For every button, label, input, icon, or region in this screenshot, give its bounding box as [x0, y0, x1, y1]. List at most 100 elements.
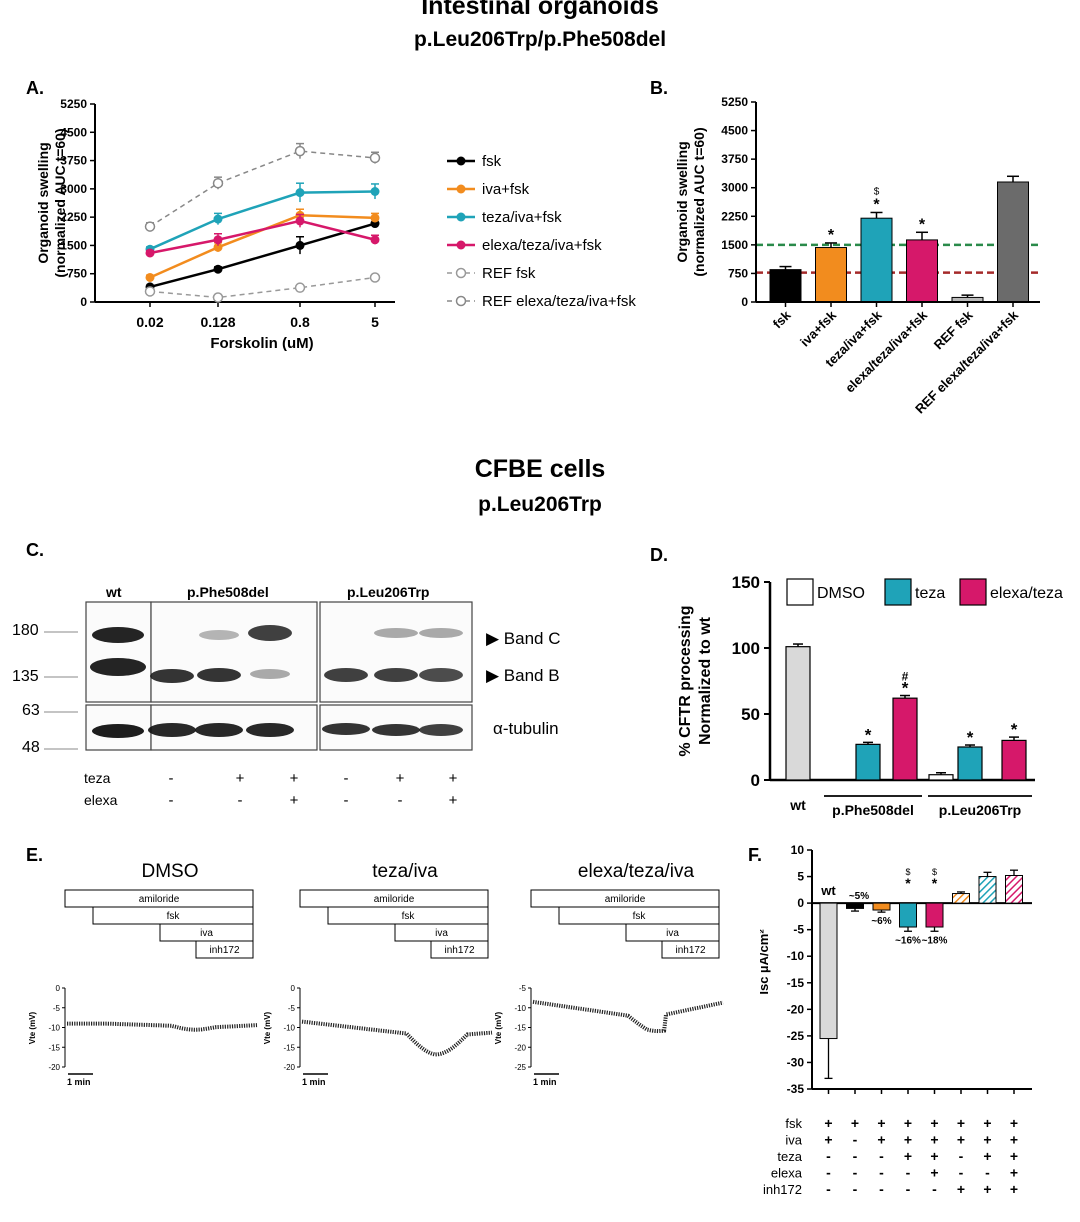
b-y-tick-label: 1500 [721, 238, 748, 252]
blot-band [374, 628, 418, 638]
f-condition-sign: - [985, 1165, 990, 1181]
f-condition-label: teza [777, 1149, 802, 1164]
e-drug-label: fsk [402, 911, 416, 922]
d-legend-label: teza [915, 585, 945, 602]
panel-c-label: C. [26, 540, 44, 560]
organoid-genotype: p.Leu206Trp/p.Phe508del [413, 28, 667, 51]
a-data-point [370, 186, 380, 196]
e-y-tick-label: -5 [288, 1004, 296, 1013]
f-significance-mark-2: $ [905, 867, 910, 877]
a-data-point [213, 214, 223, 224]
e-scale-label: 1 min [67, 1077, 91, 1087]
f-condition-sign: + [877, 1132, 885, 1148]
b-significance-mark-2: $ [874, 186, 880, 197]
e-drug-label: amiloride [139, 894, 180, 905]
f-y-tick-label: -5 [793, 923, 804, 937]
blot-band [246, 723, 294, 737]
f-condition-sign: - [932, 1181, 937, 1197]
blot-elexa-sign: - [398, 792, 403, 809]
d-legend-swatch [786, 578, 814, 606]
e-trace-title: elexa/teza/iva [578, 861, 695, 882]
a-data-point [295, 216, 305, 226]
f-condition-sign: - [959, 1165, 964, 1181]
f-condition-sign: + [1010, 1132, 1018, 1148]
b-bar [997, 181, 1029, 303]
a-data-point [369, 152, 381, 164]
d-legend-label: DMSO [817, 585, 865, 602]
blot-band [197, 668, 241, 682]
a-data-point [213, 264, 223, 274]
e-voltage-trace [301, 1019, 493, 1057]
a-data-point [144, 221, 156, 232]
a-y-tick-label: 3000 [60, 182, 87, 196]
f-bar [872, 902, 891, 911]
blot-band [250, 669, 290, 679]
a-data-point [369, 272, 381, 283]
f-bar-label: ~6% [871, 916, 891, 927]
a-legend-marker [456, 240, 466, 250]
d-y-tick-label: 50 [741, 705, 760, 724]
blot-elexa-sign: + [449, 792, 458, 809]
a-legend-marker [456, 212, 466, 222]
f-y-tick-label: -20 [787, 1002, 805, 1016]
f-condition-sign: - [959, 1148, 964, 1164]
f-condition-label: fsk [785, 1116, 802, 1131]
e-drug-label: amiloride [374, 894, 415, 905]
d-bar [928, 774, 954, 781]
a-x-tick-label: 0.128 [200, 314, 235, 330]
f-y-tick-label: -30 [787, 1055, 805, 1069]
e-drug-label: fsk [633, 911, 647, 922]
tubulin-label: α-tubulin [493, 719, 559, 738]
e-drug-bar [430, 940, 489, 959]
b-significance-mark: * [873, 196, 880, 213]
e-y-tick-label: -10 [48, 1024, 60, 1033]
f-condition-sign: + [851, 1115, 859, 1131]
e-drug-label: fsk [167, 911, 181, 922]
blot-band [195, 723, 243, 737]
row-label-elexa: elexa [84, 792, 118, 808]
f-condition-sign: + [904, 1148, 912, 1164]
chart-a-line: 0 750 1500 2250 3000 3750 4500 5250 0.02 0.128 0.8… [35, 97, 636, 352]
blot-teza-sign: + [449, 770, 458, 787]
marker-48: 48 [22, 739, 40, 756]
marker-63: 63 [22, 702, 40, 719]
b-category-label: fsk [770, 307, 794, 331]
a-data-point [145, 272, 155, 282]
blot-band [248, 625, 292, 641]
e-trace-title: teza/iva [372, 861, 438, 882]
d-bar [1001, 739, 1027, 781]
a-legend-marker [455, 295, 467, 307]
f-y-tick-label: -25 [787, 1029, 805, 1043]
a-y-tick-label: 3750 [60, 154, 87, 168]
e-y-tick-label: -5 [53, 1004, 61, 1013]
d-y-tick-label: 100 [732, 639, 760, 658]
blot-band [92, 724, 144, 738]
a-data-point [212, 177, 224, 189]
d-group-label: p.Leu206Trp [939, 802, 1021, 818]
blot-teza-sign: + [236, 770, 245, 787]
panel-e-label: E. [26, 845, 44, 865]
e-y-tick-label: 0 [56, 984, 61, 993]
voltage-traces: DMSO amiloride fsk iva inh172 0 -5 -10 -15 -20 Vte… [28, 861, 724, 1087]
blot-band [322, 723, 370, 735]
e-drug-label: inh172 [209, 945, 239, 956]
e-y-tick-label: 0 [291, 984, 296, 993]
f-y-tick-label: 10 [791, 843, 805, 857]
e-y-tick-label: -20 [283, 1063, 295, 1072]
f-condition-sign: - [826, 1165, 831, 1181]
f-condition-sign: - [826, 1181, 831, 1197]
f-condition-sign: + [930, 1165, 938, 1181]
f-bar-label: ~18% [922, 935, 948, 946]
marker-180: 180 [12, 622, 39, 639]
f-condition-sign: + [904, 1115, 912, 1131]
e-y-tick-label: -15 [514, 1024, 526, 1033]
cfbe-genotype: p.Leu206Trp [478, 493, 602, 516]
blot-band [419, 668, 463, 682]
f-condition-sign: + [1010, 1165, 1018, 1181]
f-condition-sign: + [957, 1132, 965, 1148]
band-b-label: ▶ Band B [486, 666, 560, 685]
b-category-label: iva+fsk [797, 307, 840, 350]
blot-elexa-sign: - [169, 792, 174, 809]
f-significance-mark: * [932, 875, 938, 891]
f-bar [899, 902, 917, 928]
